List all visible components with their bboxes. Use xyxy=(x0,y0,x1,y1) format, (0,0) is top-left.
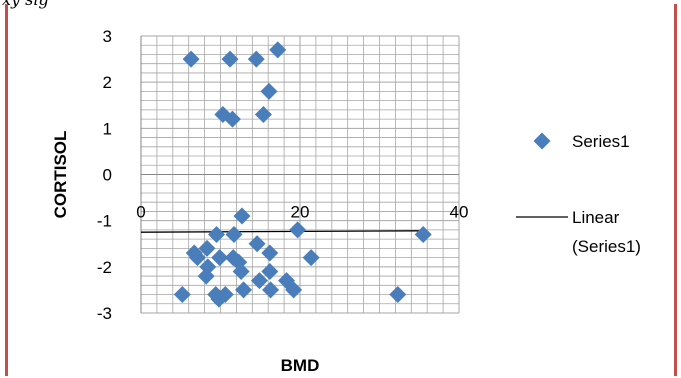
data-point xyxy=(210,290,228,308)
legend-marker-series1 xyxy=(533,132,551,150)
y-tick-label: 2 xyxy=(103,73,112,92)
cropped-header-text: xy sig xyxy=(2,0,49,9)
y-tick-label: 1 xyxy=(103,119,112,138)
y-tick-label: -1 xyxy=(97,212,112,231)
data-point xyxy=(248,235,266,253)
data-point xyxy=(250,272,268,290)
data-points xyxy=(173,41,432,308)
data-point xyxy=(261,262,279,280)
y-tick-label: -2 xyxy=(97,258,112,277)
data-point xyxy=(302,249,320,267)
legend-label-trendline-line2: (Series1) xyxy=(572,237,641,256)
data-point xyxy=(254,105,272,123)
data-point xyxy=(285,281,303,299)
y-tick-label: -3 xyxy=(97,304,112,323)
data-point xyxy=(233,207,251,225)
x-tick-label: 40 xyxy=(450,203,469,222)
data-point xyxy=(232,262,250,280)
y-axis-title: CORTISOL xyxy=(51,131,70,219)
data-point xyxy=(182,50,200,68)
y-tick-label: 3 xyxy=(103,27,112,46)
trendline-group xyxy=(140,230,424,233)
x-axis-title: BMD xyxy=(281,356,320,375)
data-point xyxy=(389,286,407,304)
data-point xyxy=(198,239,216,257)
data-point xyxy=(247,50,265,68)
data-point xyxy=(262,281,280,299)
legend-label-trendline: Linear (Series1) xyxy=(572,208,641,256)
data-point xyxy=(261,244,279,262)
data-point xyxy=(414,226,432,244)
data-point xyxy=(173,286,191,304)
data-point xyxy=(223,110,241,128)
legend-label-series1: Series1 xyxy=(572,132,630,151)
data-point xyxy=(197,267,215,285)
x-tick-label: 20 xyxy=(291,203,310,222)
axes xyxy=(140,36,459,313)
data-point xyxy=(289,221,307,239)
data-point xyxy=(208,226,226,244)
tick-labels: 3 2 1 0 -1 -2 -3 0 20 40 xyxy=(97,27,469,323)
data-point xyxy=(225,226,243,244)
data-point xyxy=(269,41,287,59)
chart-frame-border xyxy=(5,4,677,376)
y-tick-label: 0 xyxy=(103,166,112,185)
data-point xyxy=(188,249,206,267)
data-point xyxy=(260,82,278,100)
trendline xyxy=(140,230,424,233)
legend: Series1 Linear (Series1) xyxy=(516,132,641,256)
data-point xyxy=(235,281,253,299)
data-point xyxy=(211,249,229,267)
data-point xyxy=(221,50,239,68)
x-tick-label: 0 xyxy=(136,203,145,222)
legend-label-trendline-line1: Linear xyxy=(572,208,620,227)
